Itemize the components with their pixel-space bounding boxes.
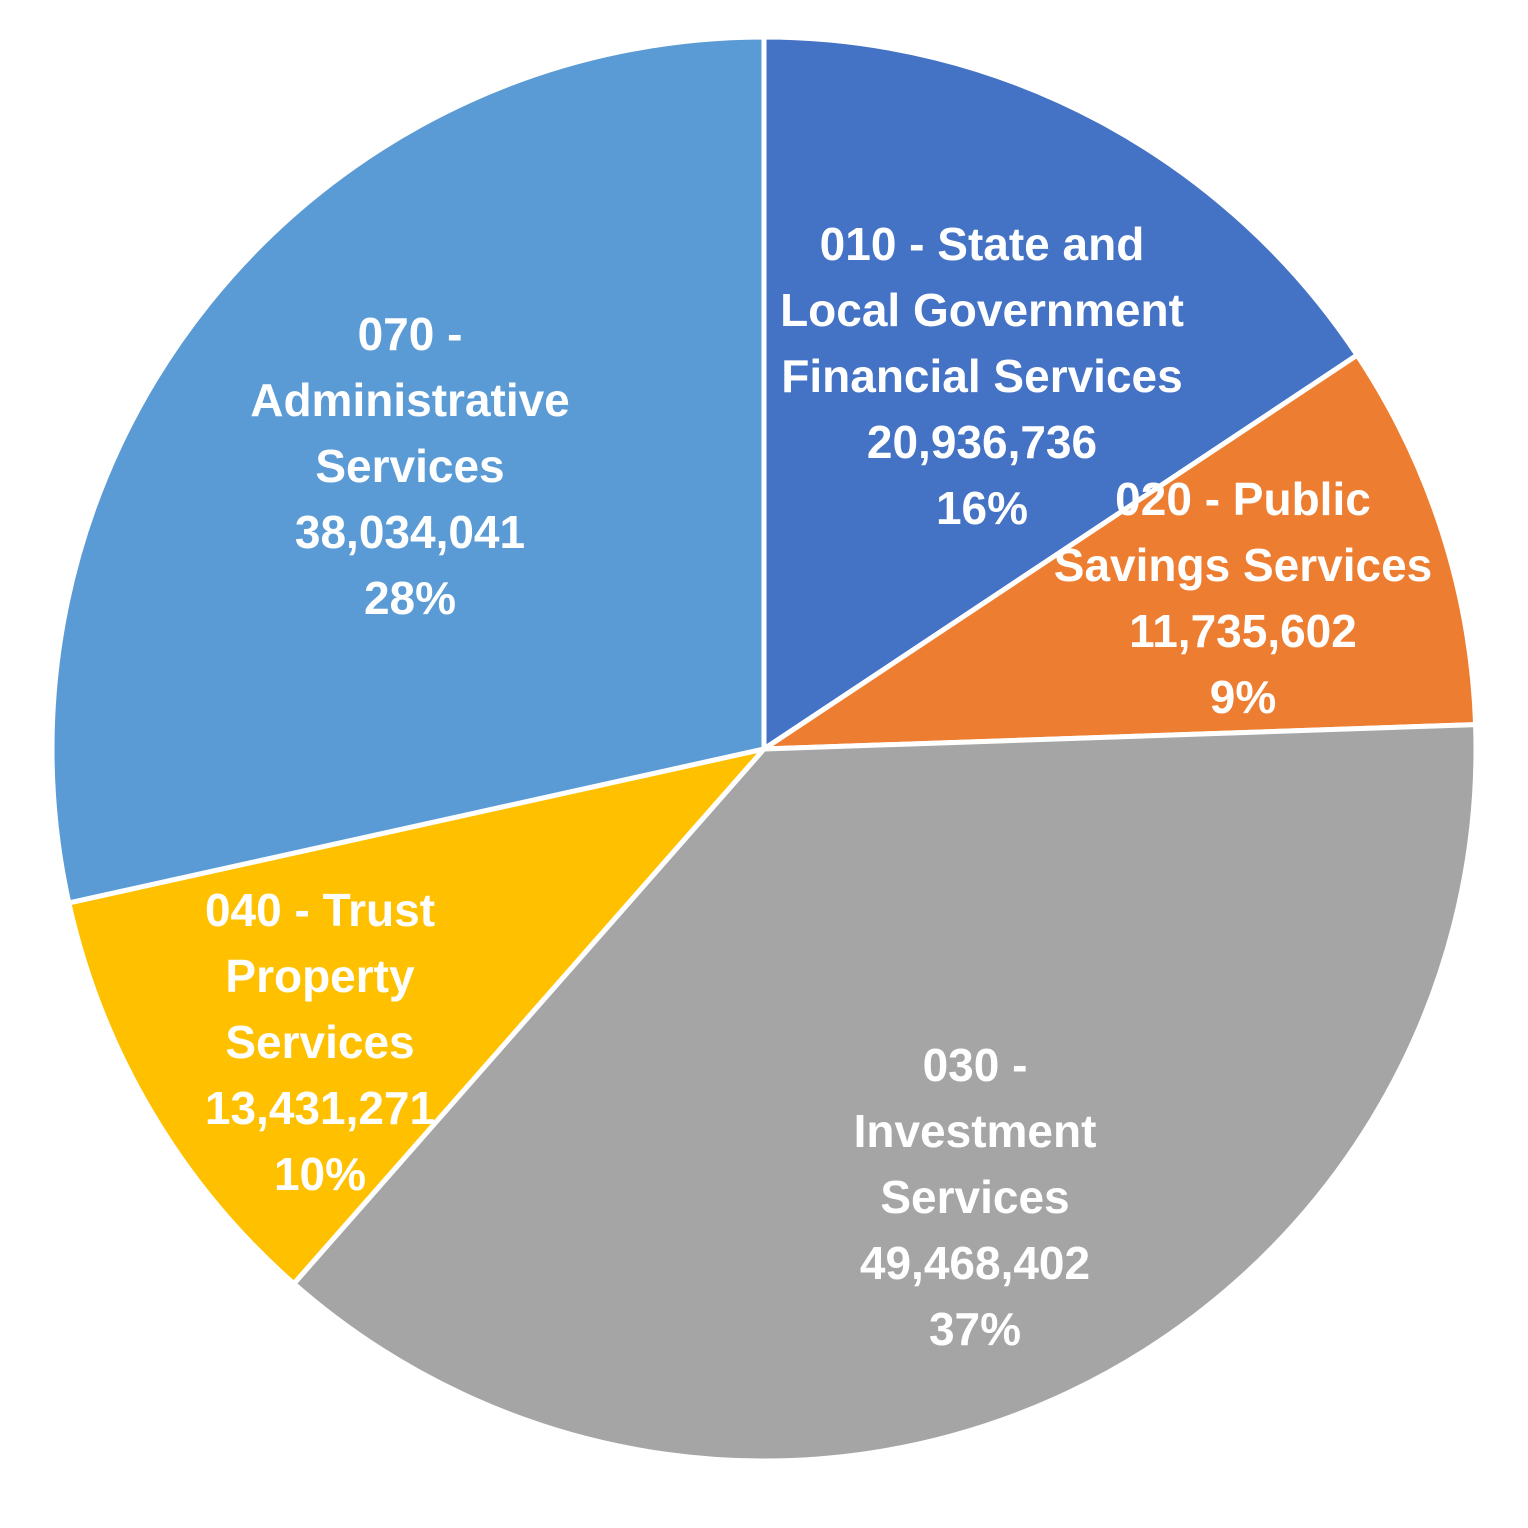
slice-label-category-line-1: 030 - bbox=[923, 1039, 1028, 1091]
slice-label-category-line-1: 040 - Trust bbox=[205, 884, 435, 936]
slice-label-percent: 9% bbox=[1210, 671, 1276, 723]
slice-label-category-line-2: Local Government bbox=[780, 284, 1184, 336]
slice-label-category-line-2: Savings Services bbox=[1054, 539, 1432, 591]
slice-label-010-state-and: 010 - State and Local Government Financial… bbox=[780, 218, 1184, 534]
slice-label-category-line-3: Services bbox=[225, 1016, 414, 1068]
pie-slices bbox=[49, 34, 1479, 1464]
slice-label-category-line-1: 020 - Public bbox=[1115, 473, 1371, 525]
pie-slice-010-state-and bbox=[761, 34, 1361, 754]
pie-labels: 010 - State and Local Government Financial… bbox=[205, 218, 1432, 1355]
slice-label-category-line-2: Investment bbox=[854, 1105, 1097, 1157]
slice-label-percent: 28% bbox=[364, 572, 456, 624]
slice-label-030: 030 - Investment Services 49,468,402 37% bbox=[854, 1039, 1097, 1355]
slice-label-value: 38,034,041 bbox=[295, 506, 525, 558]
slice-label-070: 070 - Administrative Services 38,034,041 28% bbox=[250, 308, 570, 624]
pie-slice-040-trust bbox=[65, 744, 771, 1288]
slice-label-category-line-3: Financial Services bbox=[781, 350, 1182, 402]
slice-label-percent: 10% bbox=[274, 1148, 366, 1200]
slice-label-value: 20,936,736 bbox=[867, 416, 1097, 468]
slice-label-category-line-3: Services bbox=[880, 1171, 1069, 1223]
slice-label-category-line-1: 070 - bbox=[358, 308, 463, 360]
slice-label-category-line-3: Services bbox=[315, 440, 504, 492]
pie-slice-070 bbox=[49, 34, 767, 906]
slice-label-category-line-2: Property bbox=[225, 950, 415, 1002]
slice-label-category-line-1: 010 - State and bbox=[820, 218, 1145, 270]
pie-slice-030 bbox=[290, 722, 1479, 1464]
slice-label-020-public: 020 - Public Savings Services 11,735,602 9% bbox=[1054, 473, 1432, 723]
slice-label-value: 11,735,602 bbox=[1129, 605, 1357, 657]
pie-slice-020-public bbox=[755, 351, 1479, 752]
slice-label-percent: 16% bbox=[936, 482, 1028, 534]
slice-label-category-line-2: Administrative bbox=[250, 374, 570, 426]
slice-label-040-trust: 040 - Trust Property Services 13,431,271 10% bbox=[205, 884, 435, 1200]
slice-label-value: 13,431,271 bbox=[205, 1082, 435, 1134]
slice-label-value: 49,468,402 bbox=[860, 1237, 1090, 1289]
slice-label-percent: 37% bbox=[929, 1303, 1021, 1355]
